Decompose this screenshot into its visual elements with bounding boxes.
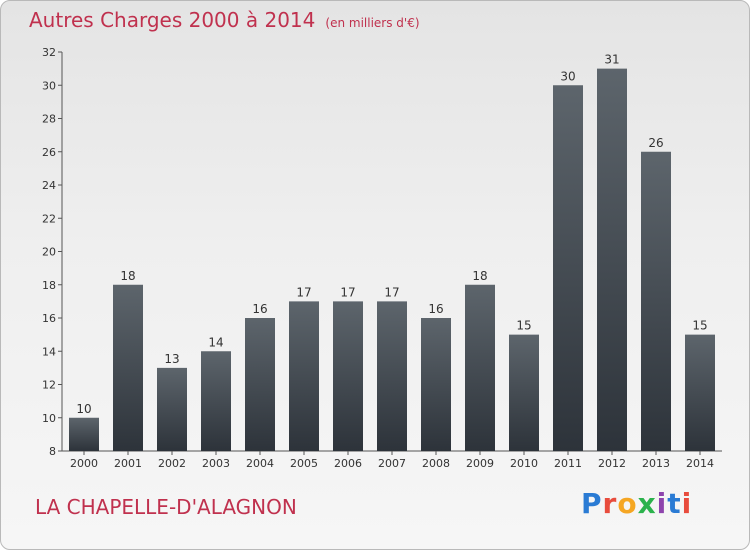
bar-2008	[421, 318, 451, 451]
bar-2006	[333, 301, 363, 451]
value-label-2001: 18	[120, 269, 135, 283]
value-label-2005: 17	[296, 285, 311, 299]
value-label-2003: 14	[208, 335, 223, 349]
bar-2001	[113, 284, 143, 451]
y-tick-label: 28	[42, 113, 56, 126]
y-tick-label: 10	[42, 412, 56, 425]
x-tick-label-2014: 2014	[686, 457, 714, 470]
value-label-2007: 17	[384, 285, 399, 299]
value-label-2013: 26	[648, 136, 663, 150]
bar-2012	[597, 68, 627, 451]
label-layer: 10 18 13 14 16 17 17 17 16 18 15 30 31 26 15	[76, 53, 707, 416]
x-tick-label-2000: 2000	[70, 457, 98, 470]
value-label-2000: 10	[76, 402, 91, 416]
value-label-2009: 18	[472, 269, 487, 283]
chart-title: Autres Charges 2000 à 2014 (en milliers d…	[29, 8, 420, 32]
x-tick-label-2005: 2005	[290, 457, 318, 470]
x-tick-label-2011: 2011	[554, 457, 582, 470]
bar-2009	[465, 284, 495, 451]
x-tick-label-2003: 2003	[202, 457, 230, 470]
bar-2005	[289, 301, 319, 451]
y-tick-label: 32	[42, 46, 56, 59]
x-tick-label-2006: 2006	[334, 457, 362, 470]
value-label-2010: 15	[516, 319, 531, 333]
x-tick-label-2007: 2007	[378, 457, 406, 470]
value-label-2008: 16	[428, 302, 443, 316]
y-tick-label: 30	[42, 79, 56, 92]
value-label-2012: 31	[604, 53, 619, 67]
value-label-2004: 16	[252, 302, 267, 316]
city-name: LA CHAPELLE-D'ALAGNON	[35, 495, 297, 519]
bar-2003	[201, 351, 231, 451]
y-tick-label: 16	[42, 312, 56, 325]
chart-unit: (en milliers d'€)	[325, 16, 420, 30]
value-label-2002: 13	[164, 352, 179, 366]
bar-2002	[157, 367, 187, 451]
y-tick-label: 20	[42, 246, 56, 259]
bar-2004	[245, 318, 275, 451]
x-tick-label-2009: 2009	[466, 457, 494, 470]
y-tick-label: 14	[42, 345, 56, 358]
value-label-2011: 30	[560, 69, 575, 83]
bar-2010	[509, 334, 539, 451]
y-tick-label: 12	[42, 379, 56, 392]
y-tick-label: 24	[42, 179, 56, 192]
proxiti-logo: Proxiti	[581, 487, 693, 520]
bar-2011	[553, 85, 583, 451]
axis-layer: 8 10 12 14 16 18 20 22 24 26 28 30 32 2000 2001 2002 200…	[42, 46, 722, 470]
x-tick-label-2012: 2012	[598, 457, 626, 470]
bar-2007	[377, 301, 407, 451]
value-label-2006: 17	[340, 285, 355, 299]
y-tick-label: 22	[42, 212, 56, 225]
y-tick-label: 18	[42, 279, 56, 292]
x-tick-label-2002: 2002	[158, 457, 186, 470]
bar-2000	[69, 417, 99, 451]
x-tick-label-2010: 2010	[510, 457, 538, 470]
x-tick-label-2004: 2004	[246, 457, 274, 470]
bar-2013	[641, 151, 671, 451]
bar-2014	[685, 334, 715, 451]
y-tick-label: 8	[49, 445, 56, 458]
chart-title-text: Autres Charges 2000 à 2014	[29, 8, 316, 32]
y-tick-label: 26	[42, 146, 56, 159]
x-tick-label-2013: 2013	[642, 457, 670, 470]
x-tick-label-2001: 2001	[114, 457, 142, 470]
bar-layer	[69, 68, 715, 451]
value-label-2014: 15	[692, 319, 707, 333]
x-tick-label-2008: 2008	[422, 457, 450, 470]
